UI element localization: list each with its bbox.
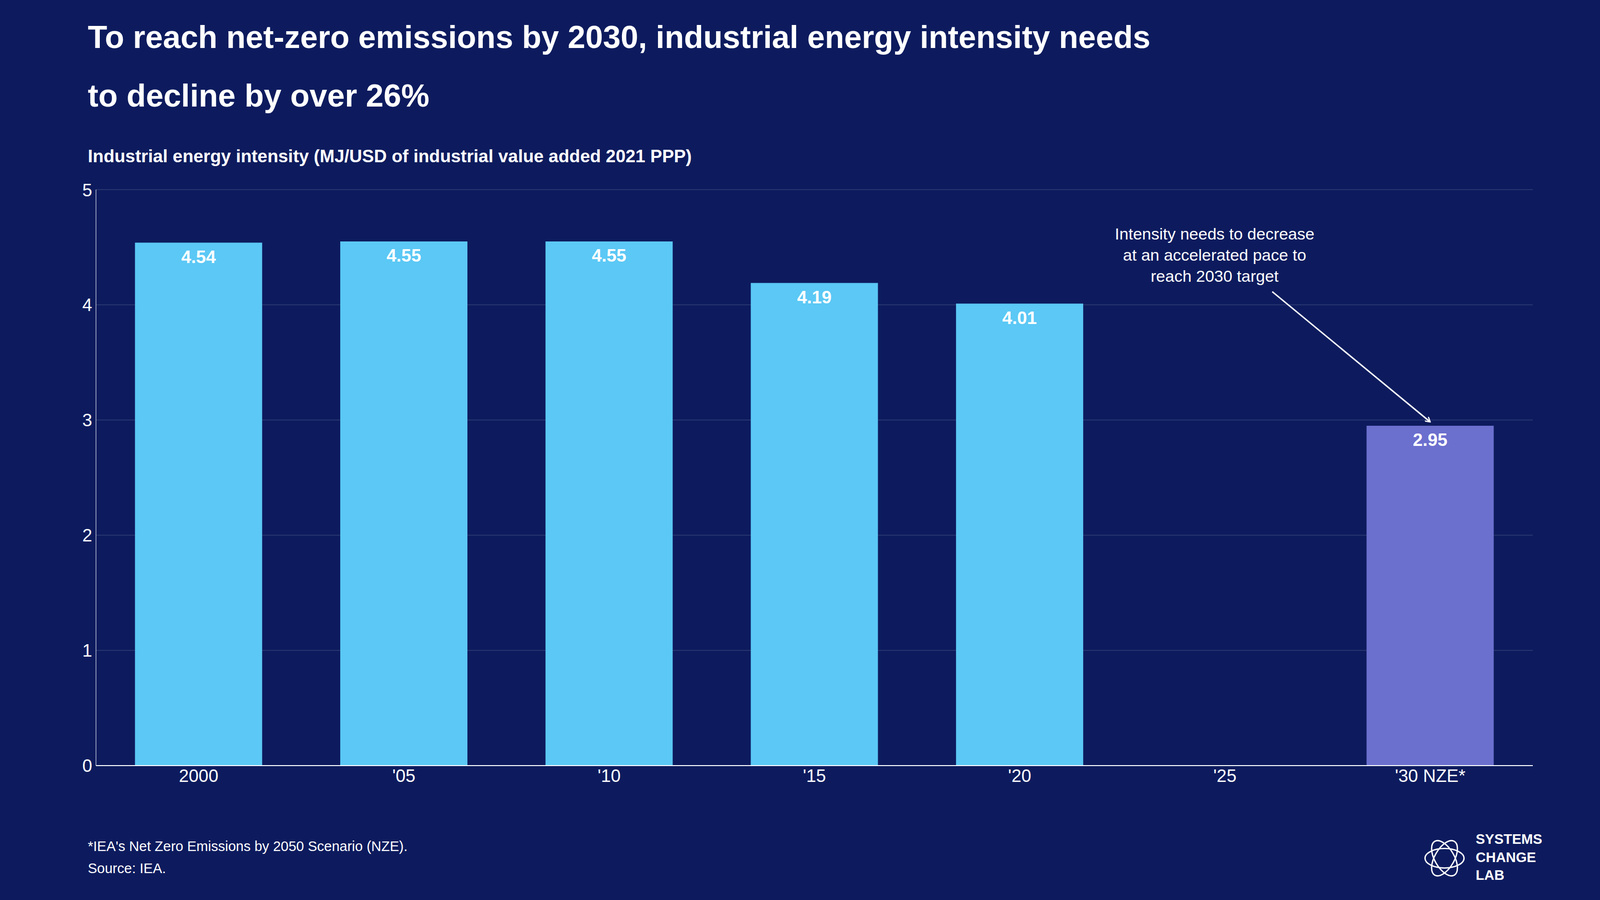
svg-text:4.19: 4.19 bbox=[797, 287, 832, 308]
svg-text:'15: '15 bbox=[802, 765, 826, 786]
svg-text:5: 5 bbox=[82, 180, 93, 201]
svg-text:4.55: 4.55 bbox=[386, 245, 421, 266]
svg-text:'25: '25 bbox=[1213, 765, 1237, 786]
svg-text:'20: '20 bbox=[1008, 765, 1032, 786]
html-text:*IEA's Net Zero Emissions by 2: *IEA's Net Zero Emissions by 2050 Scenar… bbox=[87, 838, 408, 877]
html-text:to decline by over 26%: to decline by over 26% bbox=[87, 77, 430, 114]
svg-text:4.54: 4.54 bbox=[181, 247, 216, 267]
html-text:Industrial energy intensity (M: Industrial energy intensity (MJ/USD of i… bbox=[87, 146, 692, 167]
svg-text:4: 4 bbox=[82, 295, 93, 315]
svg-text:'05: '05 bbox=[392, 765, 416, 786]
svg-text:1: 1 bbox=[82, 640, 93, 661]
svg-text:'30 NZE*: '30 NZE* bbox=[1395, 765, 1466, 786]
svg-text:2.95: 2.95 bbox=[1412, 429, 1448, 450]
svg-text:'10: '10 bbox=[597, 765, 621, 786]
svg-text:2: 2 bbox=[82, 525, 93, 546]
svg-text:0: 0 bbox=[82, 755, 93, 776]
svg-text:3: 3 bbox=[82, 410, 93, 430]
html-text:Intensity needs to decrease at: Intensity needs to decrease at an accele… bbox=[1114, 224, 1315, 286]
svg-text:2000: 2000 bbox=[179, 765, 219, 786]
html-text:SYSTEMS CHANGE LAB: SYSTEMS CHANGE LAB bbox=[1475, 831, 1543, 883]
svg-text:4.01: 4.01 bbox=[1002, 308, 1038, 328]
html-text:To reach net-zero emissions by: To reach net-zero emissions by 2030, ind… bbox=[87, 19, 1151, 55]
svg-text:4.55: 4.55 bbox=[591, 245, 627, 266]
